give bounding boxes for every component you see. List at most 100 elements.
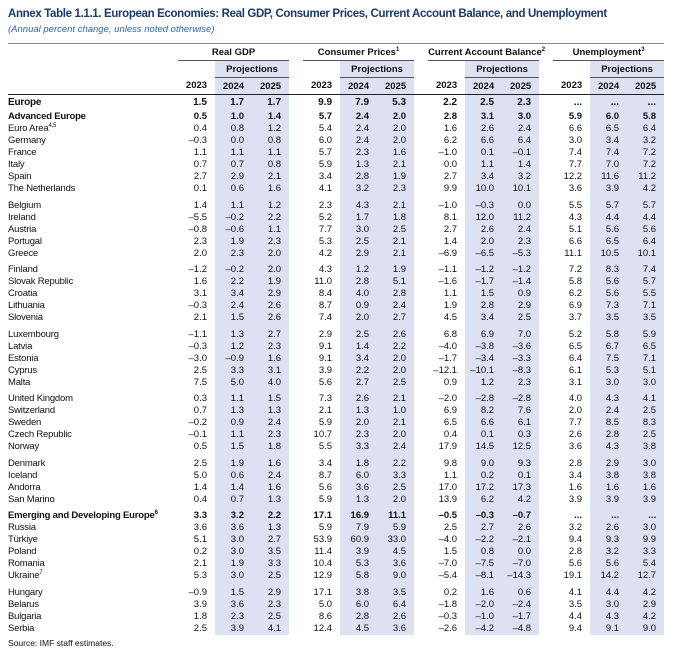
value-cell: 0.5 [193, 111, 207, 122]
value-cell: –2.0 [465, 598, 503, 611]
spacer [502, 505, 540, 510]
value-cell: 1.3 [252, 405, 290, 417]
spacer [539, 377, 553, 389]
value-cell: 5.9 [377, 522, 415, 534]
value-cell: ... [590, 510, 628, 522]
spacer [414, 534, 428, 546]
table-row: Switzerland 0.7 1.3 1.3 2.1 1.3 1.0 6.9 8.2 7.6 2.… [8, 405, 665, 417]
value-cell: 2.4 [340, 111, 378, 123]
table-row: Austria –0.8 –0.6 1.1 7.7 3.0 2.5 2.7 2.6 2.4 5.1 5… [8, 223, 665, 236]
value-cell: 1.3 [340, 159, 378, 171]
column-group-name: Current Account Balance [428, 46, 542, 58]
value-cell: 7.0 [502, 328, 540, 341]
value-cell: 0.1 [465, 147, 503, 159]
value-cell: 5.7 [318, 111, 333, 122]
value-cell: 2.3 [252, 235, 290, 248]
value-cell: 2.3 [340, 429, 378, 441]
value-cell: 7.4 [627, 264, 665, 276]
row-label-text: Luxembourg [8, 328, 59, 340]
value-cell: 2.6 [465, 223, 503, 236]
spacer [539, 312, 553, 324]
value-cell: 1.2 [340, 264, 378, 276]
spacer [289, 534, 303, 546]
spacer [289, 61, 303, 78]
value-cell: 5.3 [340, 558, 378, 570]
value-cell: 6.5 [443, 417, 458, 428]
value-cell: 1.6 [252, 481, 290, 494]
spacer [414, 623, 428, 635]
table-header: Real GDP Consumer Prices1 Current Account … [8, 43, 665, 95]
header-row: 2023 2024 2025 2023 2024 2025 2023 2024 2025 2023… [8, 77, 665, 95]
source-note: Source: IMF staff estimates. [8, 638, 114, 648]
value-cell: 1.2 [215, 340, 252, 353]
row-label: United Kingdom [8, 393, 178, 405]
value-cell: 7.2 [568, 264, 583, 275]
row-label-text: Finland [8, 264, 38, 275]
value-cell: 6.5 [568, 340, 583, 352]
value-cell: 2.7 [252, 328, 290, 341]
spacer [627, 505, 665, 510]
spacer [377, 505, 415, 510]
spacer [289, 353, 303, 365]
value-cell: 2.9 [318, 328, 333, 340]
spacer [627, 324, 665, 329]
spacer [539, 276, 553, 288]
spacer-row [8, 505, 665, 510]
header-cell [8, 43, 178, 61]
row-label: Italy [8, 159, 178, 171]
value-cell: 2.0 [377, 429, 415, 441]
row-label-text: San Marino [8, 493, 55, 505]
value-cell: 0.4 [193, 123, 207, 134]
value-cell: 2.3 [502, 94, 540, 111]
spacer [340, 388, 378, 393]
value-cell: 6.5 [590, 235, 628, 248]
spacer [289, 623, 303, 635]
value-cell: 9.9 [443, 183, 458, 194]
value-cell: 5.9 [318, 159, 333, 170]
value-cell: 1.1 [465, 159, 503, 171]
value-cell: 6.5 [590, 123, 628, 135]
spacer [539, 200, 553, 212]
projections-header: Projections [215, 60, 290, 78]
value-cell: 2.3 [252, 598, 290, 611]
value-cell: 4.3 [318, 264, 333, 275]
value-cell: 2.5 [340, 328, 378, 341]
value-cell: 3.1 [465, 111, 503, 123]
value-cell: 5.8 [568, 276, 583, 287]
row-label-text: Greece [8, 247, 38, 259]
table-row: Italy 0.7 0.7 0.8 5.9 1.3 2.1 0.0 1.1 1.4 7.7 7.0 7.… [8, 159, 665, 171]
value-cell: 17.1 [313, 510, 333, 521]
value-cell: –7.5 [465, 558, 503, 570]
spacer [289, 200, 303, 212]
value-cell: 4.5 [443, 312, 458, 323]
value-cell: 3.3 [252, 558, 290, 570]
value-cell: –6.9 [438, 247, 458, 259]
row-label: Europe [8, 95, 178, 112]
value-cell: 2.9 [215, 171, 252, 183]
spacer [414, 611, 428, 623]
value-cell: –0.3 [465, 510, 503, 522]
value-cell: 7.9 [340, 522, 378, 534]
value-cell: 17.3 [502, 481, 540, 494]
row-label: Latvia [8, 341, 178, 353]
table-body: Europe 1.5 1.7 1.7 9.9 7.9 5.3 2.2 2.5 2.3.......… [8, 94, 665, 635]
table-row: San Marino 0.4 0.7 1.3 5.9 1.3 2.0 13.9 6.2 4.2 3.… [8, 493, 665, 506]
spacer [539, 212, 553, 224]
spacer [340, 195, 378, 200]
row-label: Romania [8, 558, 178, 570]
value-cell: 9.4 [568, 534, 583, 545]
row-label-text: Euro Area [8, 123, 49, 134]
value-cell: 2.1 [193, 312, 207, 323]
value-cell: 3.4 [318, 457, 333, 469]
spacer [252, 324, 290, 329]
row-label-text: Türkiye [8, 534, 38, 545]
value-cell: 2.0 [377, 352, 415, 365]
table-row: Luxembourg –1.1 1.3 2.7 2.9 2.5 2.6 6.8 6.9 7.0 5.… [8, 328, 665, 341]
value-cell: 0.7 [193, 405, 207, 416]
table-row: Sweden –0.2 0.9 2.4 5.9 2.0 2.1 6.5 6.6 6.1 7.7 8.5… [8, 417, 665, 429]
row-label-text: United Kingdom [8, 393, 73, 404]
value-cell: 2.6 [590, 522, 628, 534]
value-cell: 8.1 [443, 211, 458, 223]
value-cell: 1.6 [252, 457, 290, 470]
value-cell: 1.7 [252, 94, 290, 111]
